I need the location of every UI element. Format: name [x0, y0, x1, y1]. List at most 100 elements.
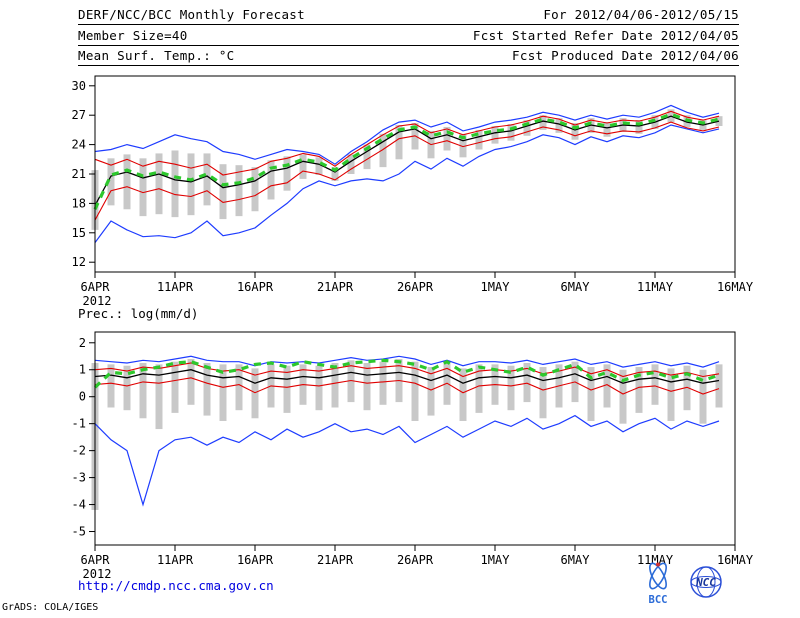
y-tick-label: -5 [72, 525, 86, 539]
y-tick-label: -2 [72, 444, 86, 458]
series-analysis [93, 112, 720, 210]
spread-bar [251, 167, 259, 212]
y-tick-label: -3 [72, 471, 86, 485]
x-tick-label: 1MAY [481, 553, 511, 567]
spread-bar [171, 361, 179, 413]
spread-bar [635, 120, 643, 134]
spread-bar [603, 364, 611, 408]
spread-bar [315, 365, 323, 411]
spread-bar [539, 115, 547, 130]
series-ensemble-min [94, 414, 720, 507]
spread-bar [155, 153, 163, 215]
x-tick-label: 11APR [157, 280, 194, 294]
ncc-logo-text: NCC [695, 576, 716, 589]
bcc-logo-orbit-icon [649, 562, 667, 590]
spread-bar [555, 118, 563, 133]
spread-bar [715, 364, 723, 408]
spread-bar [635, 367, 643, 413]
x-tick-label: 16MAY [717, 553, 754, 567]
spread-bar [507, 365, 515, 411]
x-tick-label: 16APR [237, 553, 274, 567]
bcc-logo: BCC [649, 562, 668, 606]
series-ensemble-mean [94, 115, 720, 206]
series-upper-quartile [94, 362, 720, 378]
spread-bar [683, 365, 691, 411]
ensemble-spread-bars [91, 109, 723, 230]
x-tick-label: 11APR [157, 553, 194, 567]
x-axis-year-label: 2012 [83, 294, 112, 308]
x-tick-label: 16APR [237, 280, 274, 294]
spread-bar [523, 120, 531, 136]
spread-bar [475, 129, 483, 150]
x-tick-label: 26APR [397, 280, 434, 294]
x-tick-label: 6APR [81, 553, 111, 567]
y-tick-label: 2 [79, 336, 86, 350]
x-tick-label: 21APR [317, 553, 354, 567]
y-axis: -5 -4 -3 -2 -1 0 1 2 [72, 336, 95, 539]
spread-bar [619, 369, 627, 424]
y-tick-label: 15 [72, 226, 86, 240]
y-tick-label: 24 [72, 138, 86, 152]
spread-bar [363, 363, 371, 411]
spread-bar [459, 133, 467, 158]
spread-bar [203, 153, 211, 206]
spread-bar [187, 358, 195, 405]
series-ensemble-max [94, 104, 720, 165]
spread-bar [475, 364, 483, 413]
spread-bar [331, 167, 339, 181]
spread-bar [139, 363, 147, 419]
series-ensemble-min [94, 124, 720, 243]
bcc-logo-orbit-icon [649, 562, 667, 590]
spread-bar [395, 125, 403, 160]
spread-bar [219, 164, 227, 220]
x-tick-label: 6MAY [561, 553, 591, 567]
x-tick-label: 6APR [81, 280, 111, 294]
y-tick-label: 18 [72, 196, 86, 210]
source-url-link[interactable]: http://cmdp.ncc.cma.gov.cn [78, 578, 274, 593]
spread-bar [347, 360, 355, 403]
header-divider-2 [78, 45, 739, 46]
series-analysis [93, 358, 720, 389]
fcst-start-date-label: Fcst Started Refer Date 2012/04/05 [472, 28, 739, 43]
x-tick-label: 16MAY [717, 280, 754, 294]
bcc-logo-text: BCC [649, 594, 668, 606]
temperature-panel-title: Mean Surf. Temp.: °C [78, 48, 235, 63]
spread-bar [155, 364, 163, 430]
page-title: DERF/NCC/BCC Monthly Forecast [78, 7, 305, 22]
series-lower-quartile [94, 121, 720, 221]
x-tick-label: 21APR [317, 280, 354, 294]
spread-bar [427, 367, 435, 416]
spread-bar [459, 368, 467, 421]
spread-bar [171, 150, 179, 218]
spread-bar [107, 158, 115, 206]
spread-bar [283, 365, 291, 413]
ncc-logo-equator-icon [690, 576, 722, 588]
spread-bar [331, 363, 339, 408]
spread-bar [651, 364, 659, 405]
x-tick-label: 26APR [397, 553, 434, 567]
spread-bar [347, 154, 355, 174]
panel-temperature: 12 15 18 21 24 27 30 6APR 11APR 16APR 21APR 26APR 1M… [72, 75, 754, 308]
x-tick-label: 11MAY [637, 280, 674, 294]
bcc-logo-dot-icon [656, 562, 660, 567]
spread-bar [379, 361, 387, 405]
precipitation-panel-title: Prec.: log(mm/d) [78, 306, 199, 321]
ncc-logo-meridian-icon [696, 566, 716, 598]
series-lower-quartile [94, 377, 720, 395]
spread-bar [491, 125, 499, 144]
spread-bar [299, 154, 307, 179]
y-tick-label: 12 [72, 255, 86, 269]
fcst-produced-date-label: Fcst Produced Date 2012/04/06 [512, 48, 739, 63]
y-tick-label: 21 [72, 167, 86, 181]
series-upper-quartile [94, 110, 720, 176]
spread-bar [603, 122, 611, 137]
grads-credit-label: GrADS: COLA/IGES [2, 602, 99, 613]
x-tick-label: 1MAY [481, 280, 511, 294]
forecast-range-label: For 2012/04/06-2012/05/15 [543, 7, 739, 22]
spread-bar [107, 364, 115, 408]
spread-bar [123, 154, 131, 210]
spread-bar [267, 160, 275, 200]
